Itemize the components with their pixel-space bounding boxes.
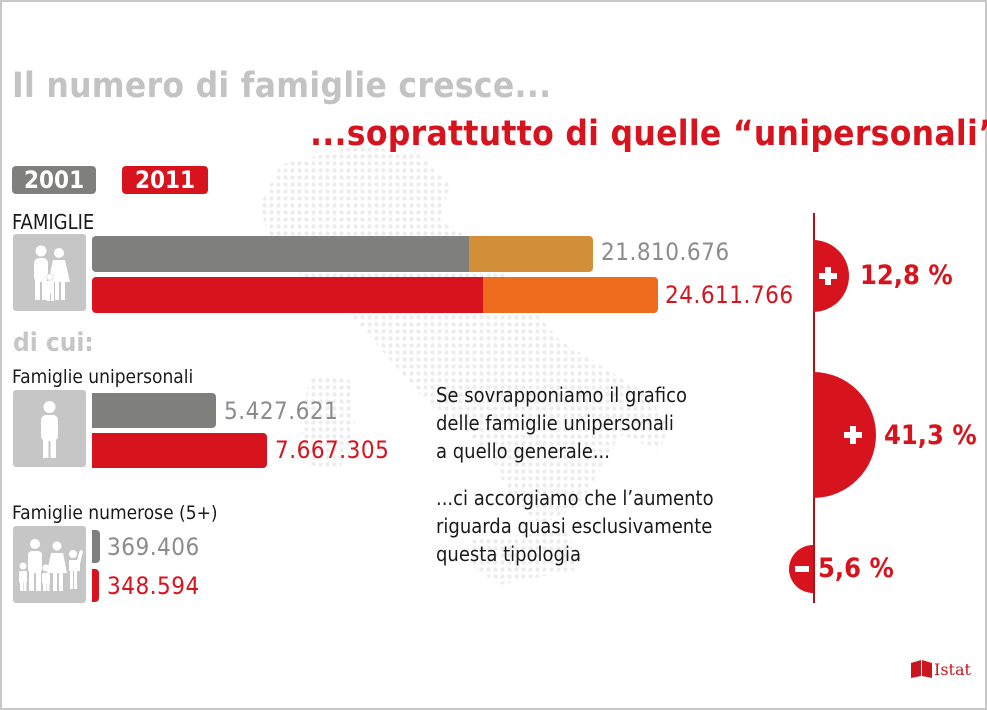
change-2-halfcircle <box>813 372 876 498</box>
famiglie-2001-bar <box>92 236 469 272</box>
istat-logo-icon <box>911 660 932 678</box>
single-person-icon <box>13 390 86 467</box>
legend-2001-badge: 2001 <box>12 166 96 194</box>
famiglie-2011-value: 24.611.766 <box>665 281 794 309</box>
famiglie-2001-value: 21.810.676 <box>601 238 730 266</box>
family-icon <box>13 234 86 311</box>
unipersonali-2011-bar <box>92 433 267 468</box>
note-line-5: riguarda quasi esclusivamente <box>436 514 713 538</box>
famiglie-2011-unipersonali-overlay <box>483 277 658 313</box>
large-family-icon <box>13 526 86 603</box>
famiglie-label: FAMIGLIE <box>12 210 95 234</box>
note-line-4: ...ci accorgiamo che l’aumento <box>436 486 714 510</box>
unipersonali-2001-value: 5.427.621 <box>224 397 339 425</box>
legend-2011-badge: 2011 <box>122 166 208 194</box>
note-line-6: questa tipologia <box>436 542 582 566</box>
famiglie-2001-unipersonali-overlay <box>469 236 593 272</box>
di-cui-label: di cui: <box>13 328 94 358</box>
change-3-halfcircle <box>789 545 813 593</box>
change-2-value: 41,3 % <box>884 420 977 451</box>
note-line-1: Se sovrapponiamo il grafico <box>436 383 687 407</box>
change-1-value: 12,8 % <box>860 260 953 291</box>
unipersonali-2011-value: 7.667.305 <box>275 436 390 464</box>
unipersonali-2001-bar <box>92 393 216 428</box>
numerose-label: Famiglie numerose (5+) <box>12 502 218 524</box>
numerose-2011-value: 348.594 <box>107 572 200 600</box>
note-line-2: delle famiglie unipersonali <box>436 411 674 435</box>
istat-logo-text: Istat <box>934 660 971 679</box>
note-line-3: a quello generale... <box>436 439 610 463</box>
note-paragraph-1: Se sovrapponiamo il grafico delle famigl… <box>436 381 687 465</box>
change-3-value: 5,6 % <box>818 553 894 584</box>
numerose-2011-bar <box>92 569 99 602</box>
numerose-2001-value: 369.406 <box>107 533 200 561</box>
note-paragraph-2: ...ci accorgiamo che l’aumento riguarda … <box>436 484 714 568</box>
title-line-2: ...soprattutto di quelle “unipersonali” <box>310 114 987 154</box>
unipersonali-label: Famiglie unipersonali <box>12 366 194 388</box>
numerose-2001-bar <box>92 530 100 563</box>
change-1-halfcircle <box>813 240 849 312</box>
famiglie-2011-bar <box>92 277 483 313</box>
title-line-1: Il numero di famiglie cresce... <box>12 66 552 106</box>
